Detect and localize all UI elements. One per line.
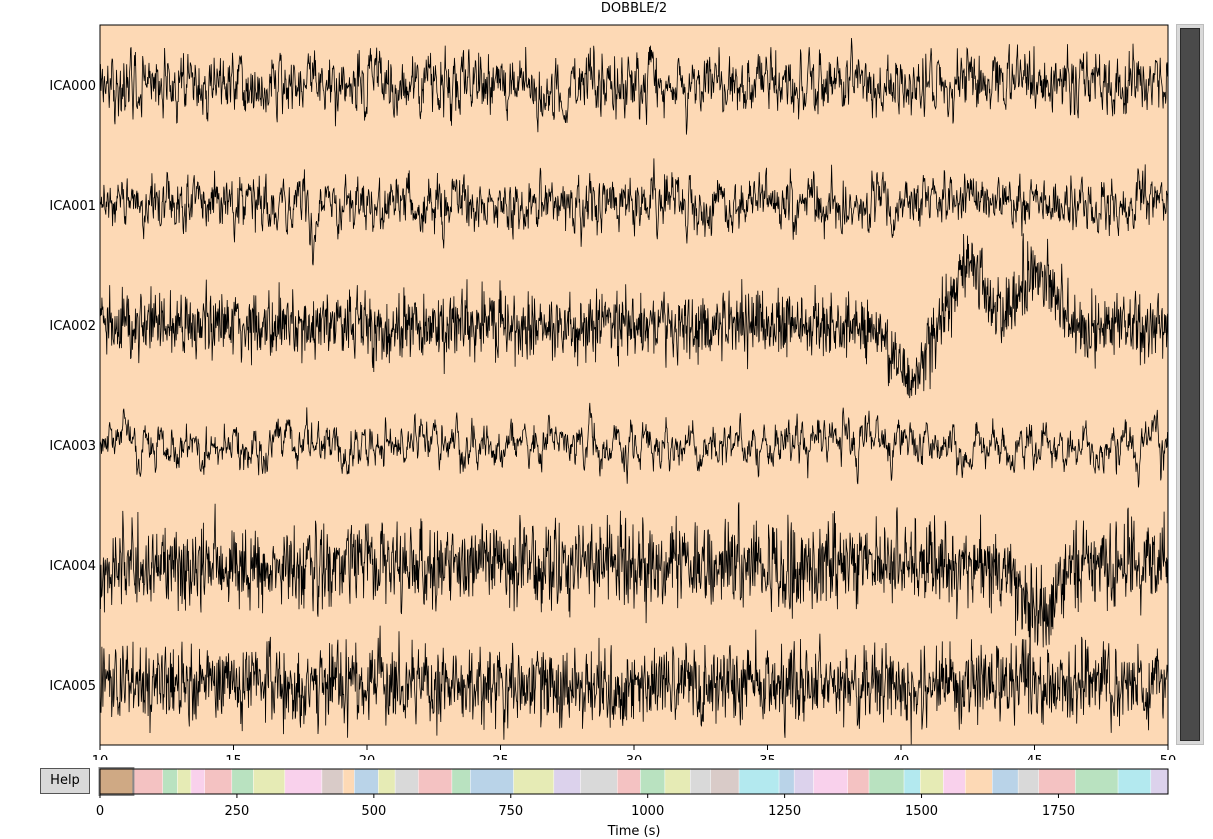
overview-segment bbox=[847, 768, 870, 795]
overview-tick-label: 1750 bbox=[1042, 804, 1075, 819]
overview-segment bbox=[354, 768, 379, 795]
x-tick-label: 10 bbox=[92, 754, 109, 760]
overview-tick-label: 250 bbox=[225, 804, 250, 819]
overview-segment bbox=[690, 768, 711, 795]
overview-segment bbox=[738, 768, 780, 795]
overview-segment bbox=[617, 768, 641, 795]
x-tick-label: 30 bbox=[626, 754, 643, 760]
overview-segment bbox=[903, 768, 921, 795]
overview-segment bbox=[470, 768, 514, 795]
overview-segment bbox=[1017, 768, 1039, 795]
overview-segment bbox=[284, 768, 323, 795]
overview-tick-label: 1250 bbox=[768, 804, 801, 819]
x-tick-label: 45 bbox=[1026, 754, 1043, 760]
help-button[interactable]: Help bbox=[40, 768, 90, 794]
trace-ica005 bbox=[99, 625, 1169, 745]
channel-labels: ICA000 ICA001 ICA002 ICA003 ICA004 ICA005 bbox=[49, 79, 96, 694]
vertical-scrollbar-thumb[interactable] bbox=[1180, 28, 1200, 741]
x-axis-ticks: 10 15 20 25 30 35 40 45 50 bbox=[92, 745, 1177, 760]
overview-segment bbox=[965, 768, 993, 795]
overview-segment bbox=[190, 768, 205, 795]
overview-segment bbox=[132, 768, 163, 795]
overview-view-window[interactable] bbox=[98, 767, 135, 796]
overview-segment bbox=[710, 768, 740, 795]
overview-segment bbox=[1038, 768, 1076, 795]
overview-segments bbox=[98, 767, 1169, 796]
overview-segment bbox=[553, 768, 581, 795]
overview-segment bbox=[162, 768, 178, 795]
x-tick-label: 20 bbox=[359, 754, 376, 760]
overview-tick-label: 1500 bbox=[905, 804, 938, 819]
overview-segment bbox=[177, 768, 192, 795]
channel-label-ica004: ICA004 bbox=[49, 559, 96, 574]
x-tick-label: 50 bbox=[1160, 754, 1177, 760]
overview-segment bbox=[992, 768, 1019, 795]
overview-segment bbox=[321, 768, 344, 795]
overview-tick-label: 0 bbox=[96, 804, 104, 819]
overview-segment bbox=[664, 768, 691, 795]
plot-area-background bbox=[100, 25, 1168, 745]
trace-ica000 bbox=[99, 37, 1169, 135]
overview-xlabel: Time (s) bbox=[607, 824, 661, 839]
trace-ica004 bbox=[99, 502, 1169, 651]
overview-segment bbox=[418, 768, 453, 795]
trace-ica003 bbox=[99, 402, 1169, 488]
overview-segment bbox=[1117, 768, 1152, 795]
overview-tick-label: 750 bbox=[498, 804, 523, 819]
x-tick-label: 40 bbox=[893, 754, 910, 760]
x-tick-label: 15 bbox=[225, 754, 242, 760]
overview-segment bbox=[793, 768, 814, 795]
x-tick-label: 35 bbox=[759, 754, 776, 760]
overview-segment bbox=[640, 768, 666, 795]
overview-segment bbox=[342, 768, 355, 795]
overview-segment bbox=[778, 768, 795, 795]
channel-label-ica005: ICA005 bbox=[49, 679, 96, 694]
trace-group bbox=[99, 37, 1169, 745]
overview-segment bbox=[231, 768, 254, 795]
overview-segment bbox=[1150, 768, 1169, 795]
overview-segment bbox=[868, 768, 905, 795]
overview-segment bbox=[513, 768, 555, 795]
overview-bar[interactable]: 0 250 500 750 1000 1250 1500 1750 Time (s) bbox=[0, 760, 1213, 839]
main-chart: DOBBLE/2 ICA000ICA001ICA002ICA003ICA004I… bbox=[49, 1, 1177, 760]
overview-segment bbox=[204, 768, 233, 795]
channel-label-ica001: ICA001 bbox=[49, 199, 96, 214]
overview-segment bbox=[394, 768, 419, 795]
trace-ica002 bbox=[99, 233, 1169, 399]
overview-tick-label: 1000 bbox=[631, 804, 664, 819]
overview-tick-label: 500 bbox=[361, 804, 386, 819]
overview-segment bbox=[1075, 768, 1119, 795]
overview-segment bbox=[451, 768, 471, 795]
channel-label-ica000: ICA000 bbox=[49, 79, 96, 94]
trace-ica001 bbox=[99, 158, 1169, 266]
overview-segment bbox=[943, 768, 966, 795]
overview-frame bbox=[99, 768, 1169, 795]
channel-label-ica003: ICA003 bbox=[49, 439, 96, 454]
overview-segment bbox=[580, 768, 618, 795]
overview-segment bbox=[920, 768, 944, 795]
x-tick-label: 25 bbox=[492, 754, 509, 760]
overview-segment bbox=[813, 768, 849, 795]
overview-segment bbox=[378, 768, 396, 795]
chart-title: DOBBLE/2 bbox=[601, 1, 667, 16]
vertical-scrollbar[interactable] bbox=[1176, 24, 1204, 745]
channel-label-ica002: ICA002 bbox=[49, 319, 96, 334]
overview-segment bbox=[253, 768, 286, 795]
overview-ticks: 0 250 500 750 1000 1250 1500 1750 bbox=[96, 794, 1075, 819]
